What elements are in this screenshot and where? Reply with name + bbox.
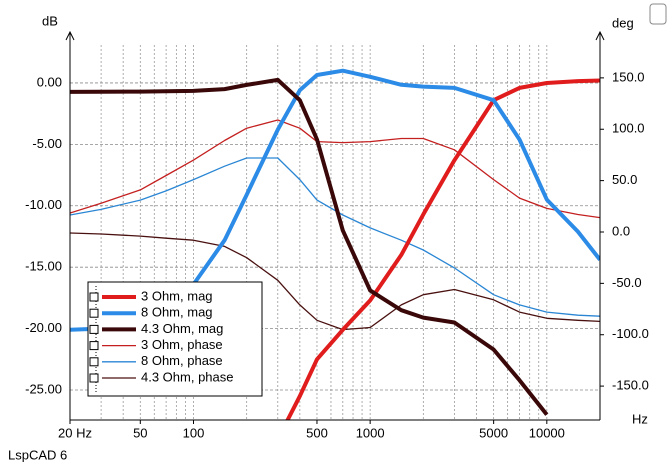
series-line xyxy=(285,78,600,420)
y2-arrow xyxy=(595,30,605,41)
corner-button[interactable] xyxy=(649,3,667,25)
y-tick-label: 0.00 xyxy=(37,74,62,89)
y-tick-label: -15.00 xyxy=(25,259,62,274)
legend-label: 3 Ohm, phase xyxy=(141,337,223,352)
x-axis-label: Hz xyxy=(632,411,648,426)
y-axis-label: dB xyxy=(42,13,58,28)
legend-checkbox[interactable] xyxy=(89,292,99,302)
axes: 20 Hz 50 100 500 1000 5000 10000 0.00 -5.00 -10.0… xyxy=(25,30,649,440)
x-tick-label: 5000 xyxy=(479,425,508,440)
y-tick-label: -5.00 xyxy=(32,136,62,151)
legend-label: 8 Ohm, phase xyxy=(141,353,223,368)
series-line xyxy=(70,119,600,219)
watermark: LspCAD 6 xyxy=(8,447,67,462)
y2-tick-label: 100.0 xyxy=(612,121,645,136)
legend-checkbox[interactable] xyxy=(89,308,99,318)
y-tick-label: -25.00 xyxy=(25,381,62,396)
legend-checkbox[interactable] xyxy=(89,357,99,367)
y2-tick-label: 150.0 xyxy=(612,69,645,84)
y2-tick-label: -100.0 xyxy=(612,326,649,341)
legend-label: 3 Ohm, mag xyxy=(141,288,213,303)
y-tick-label: -20.00 xyxy=(25,320,62,335)
y2-tick-label: -150.0 xyxy=(612,378,649,393)
y2-tick-label: -50.0 xyxy=(612,275,642,290)
y-arrow xyxy=(65,30,75,41)
x-tick-label: 20 Hz xyxy=(58,425,92,440)
y2-tick-label: 0.0 xyxy=(612,223,630,238)
series-line xyxy=(70,77,549,416)
legend-box xyxy=(87,281,263,397)
legend-checkbox[interactable] xyxy=(89,324,99,334)
x-tick-label: 500 xyxy=(306,425,328,440)
series-line xyxy=(70,232,600,331)
x-tick-label: 1000 xyxy=(356,425,385,440)
legend-checkbox[interactable] xyxy=(89,373,99,383)
x-tick-label: 100 xyxy=(183,425,205,440)
y-tick-label: -10.00 xyxy=(25,197,62,212)
series-line xyxy=(70,157,600,317)
legend-label: 4.3 Ohm, phase xyxy=(141,369,234,384)
x-tick-label: 10000 xyxy=(529,425,565,440)
legend-label: 8 Ohm, mag xyxy=(141,305,213,320)
legend-checkbox[interactable] xyxy=(89,341,99,351)
y2-tick-label: 50.0 xyxy=(612,172,637,187)
legend-label: 4.3 Ohm, mag xyxy=(141,321,223,336)
x-tick-label: 50 xyxy=(133,425,147,440)
y2-axis-label: deg xyxy=(612,15,634,30)
